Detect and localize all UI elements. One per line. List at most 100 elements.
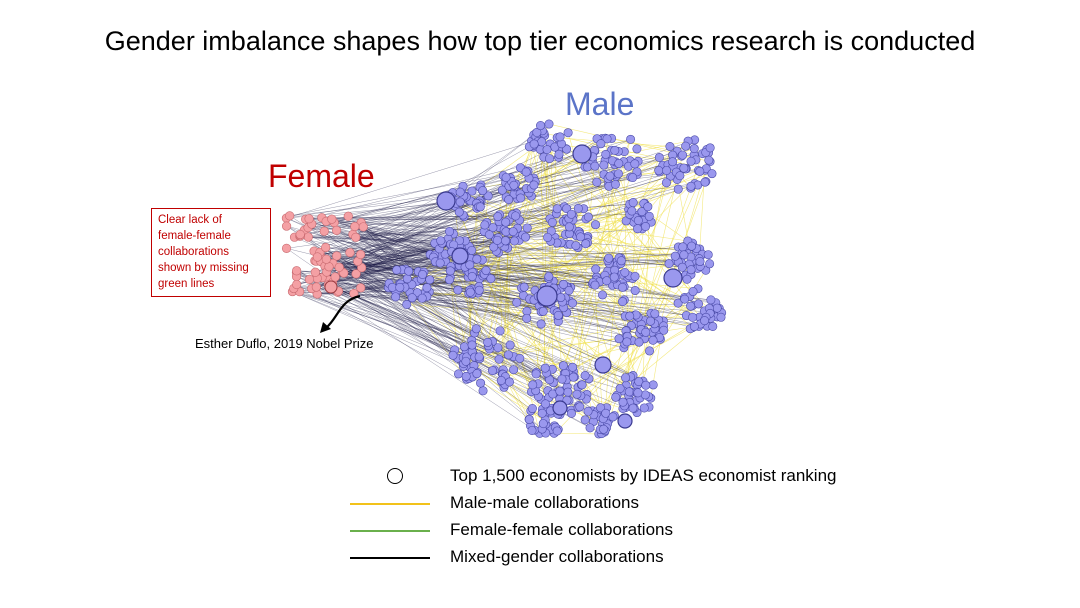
node-male	[537, 408, 547, 418]
edge-male-male	[538, 168, 687, 297]
edge-mixed	[328, 263, 690, 267]
edge-male-male	[642, 216, 650, 382]
node-male	[608, 412, 618, 422]
chart-title: Gender imbalance shapes how top tier eco…	[104, 26, 976, 56]
callout-arrow	[320, 294, 361, 333]
legend-line-black	[350, 557, 430, 559]
node-male	[580, 371, 590, 381]
node-male	[670, 251, 680, 261]
node-male	[495, 326, 505, 336]
node-male	[425, 275, 435, 285]
edge-mixed	[361, 222, 654, 341]
node-male	[573, 203, 583, 213]
edge-mixed	[286, 217, 654, 386]
node-male	[643, 202, 653, 212]
node-male	[626, 134, 636, 144]
edge-mixed	[332, 263, 622, 275]
node-male	[395, 282, 405, 292]
node-male-large	[617, 413, 633, 429]
node-male	[625, 311, 635, 321]
node-male	[583, 406, 593, 416]
node-male	[552, 426, 562, 436]
edge-mixed	[352, 231, 450, 235]
node-male	[706, 295, 716, 305]
node-male	[481, 266, 491, 276]
node-male	[618, 297, 628, 307]
edge-mixed	[352, 173, 619, 235]
node-male	[639, 403, 649, 413]
edge-mixed	[317, 293, 573, 368]
edge-mixed	[353, 293, 658, 333]
node-male	[503, 350, 513, 360]
node-female	[330, 272, 340, 282]
node-male	[540, 363, 550, 373]
edge-male-male	[450, 270, 458, 359]
node-male	[465, 287, 475, 297]
edge-mixed	[360, 254, 692, 262]
node-female	[304, 274, 315, 284]
node-male	[532, 127, 542, 137]
edge-male-male	[622, 146, 671, 403]
edge-male-male	[463, 357, 624, 409]
node-male	[686, 156, 696, 166]
node-female	[295, 229, 305, 240]
node-male	[453, 285, 463, 295]
edge-mixed	[336, 230, 507, 242]
node-male	[402, 274, 412, 284]
node-male	[500, 236, 510, 246]
edge-mixed	[363, 226, 697, 252]
node-female	[331, 225, 342, 236]
edge-mixed	[309, 218, 514, 232]
node-male	[634, 377, 644, 387]
node-male	[566, 209, 576, 219]
node-male-large	[436, 191, 456, 211]
edge-mixed	[286, 225, 465, 347]
node-male	[497, 185, 507, 195]
edge-male-male	[506, 139, 695, 178]
edge-male-male	[554, 432, 599, 435]
node-male	[493, 212, 503, 222]
node-male	[544, 154, 554, 164]
node-male	[630, 271, 640, 281]
edge-mixed	[317, 134, 534, 295]
legend-line-green	[350, 530, 430, 532]
node-male-large	[451, 247, 469, 265]
edge-mixed	[308, 227, 716, 304]
edge-male-male	[600, 332, 659, 408]
edge-male-male	[515, 215, 688, 242]
node-male	[654, 152, 664, 162]
node-male	[610, 145, 620, 155]
node-male	[668, 157, 678, 167]
edge-mixed	[354, 226, 706, 271]
node-male	[687, 241, 697, 251]
edge-mixed	[324, 244, 454, 267]
node-female	[292, 279, 302, 290]
edge-male-male	[472, 376, 555, 427]
edge-mixed	[317, 243, 586, 279]
node-male	[509, 180, 519, 190]
edge-mixed	[305, 218, 542, 312]
node-male	[552, 204, 562, 214]
node-male	[553, 310, 563, 320]
edge-mixed	[328, 284, 558, 313]
node-female	[310, 267, 320, 277]
node-male	[705, 259, 715, 269]
edge-male-male	[603, 265, 618, 430]
node-male	[554, 149, 564, 159]
node-female	[350, 221, 360, 232]
node-female	[312, 252, 323, 262]
node-male	[640, 390, 650, 400]
node-female	[334, 262, 344, 272]
node-male	[516, 193, 526, 203]
node-male	[402, 299, 412, 309]
node-male	[707, 169, 717, 179]
node-male	[467, 340, 477, 350]
edge-mixed	[328, 279, 633, 341]
node-male	[664, 259, 674, 269]
edge-mixed	[326, 271, 473, 346]
node-male	[529, 180, 539, 190]
legend-label: Mixed-gender collaborations	[450, 547, 664, 566]
node-male	[527, 404, 537, 414]
node-male	[705, 143, 715, 153]
edge-mixed	[296, 276, 572, 411]
